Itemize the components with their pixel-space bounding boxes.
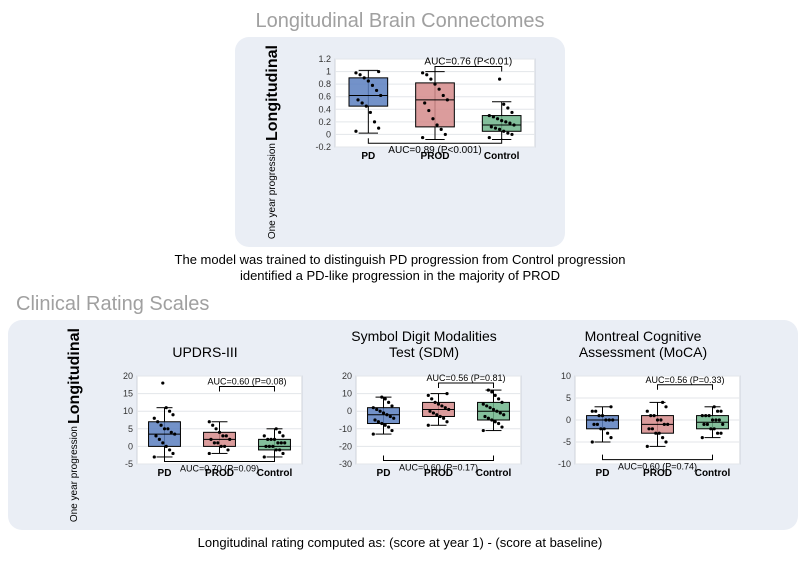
bottom-chart-0: -505101520PDPRODControlAUC=0.60 (P=0.08)… [103, 362, 308, 492]
svg-text:PD: PD [595, 468, 609, 479]
bottom-chart-1: -30-20-1001020PDPRODControlAUC=0.56 (P=0… [322, 362, 527, 492]
svg-text:0.8: 0.8 [318, 79, 331, 89]
svg-text:AUC=0.60 (P=0.74): AUC=0.60 (P=0.74) [617, 461, 696, 471]
svg-text:AUC=0.89 (P<0.001): AUC=0.89 (P<0.001) [388, 145, 481, 156]
bottom-section-title: Clinical Rating Scales [8, 293, 792, 316]
svg-text:-20: -20 [338, 441, 351, 451]
bottom-caption: Longitudinal rating computed as: (score … [8, 535, 792, 551]
boxplot-svg: -30-20-1001020PDPRODControlAUC=0.56 (P=0… [322, 362, 527, 492]
svg-text:20: 20 [341, 371, 351, 381]
boxplot-svg: -505101520PDPRODControlAUC=0.60 (P=0.08)… [103, 362, 308, 492]
top-sideways: Longitudinal One year progression [259, 45, 287, 239]
svg-text:PD: PD [157, 468, 171, 479]
svg-text:Control: Control [256, 468, 292, 479]
svg-text:-30: -30 [338, 459, 351, 469]
bottom-chart-2: -10-50510PDPRODControlAUC=0.56 (P=0.33)A… [541, 362, 746, 492]
bottom-sideways: Longitudinal One year progression [61, 328, 89, 522]
bottom-sideways-small: One year progression [70, 426, 80, 522]
bottom-chart-0-title: UPDRS-III [172, 328, 237, 360]
svg-text:5: 5 [127, 423, 132, 433]
svg-text:0.4: 0.4 [318, 104, 331, 114]
bottom-chart-1-title: Symbol Digit ModalitiesTest (SDM) [351, 328, 497, 360]
svg-text:AUC=0.56 (P=0.33): AUC=0.56 (P=0.33) [645, 375, 724, 385]
svg-text:0: 0 [565, 415, 570, 425]
svg-text:20: 20 [122, 371, 132, 381]
bottom-sideways-big: Longitudinal [67, 328, 83, 424]
svg-text:AUC=0.60 (P=0.17): AUC=0.60 (P=0.17) [398, 462, 477, 472]
bottom-chart-0-wrap: UPDRS-III -505101520PDPRODControlAUC=0.6… [103, 328, 308, 522]
boxplot-svg: -0.200.20.40.60.811.2PDPRODControlAUC=0.… [301, 45, 541, 175]
bottom-panel: Longitudinal One year progression UPDRS-… [8, 320, 798, 530]
svg-text:10: 10 [341, 388, 351, 398]
svg-text:-10: -10 [557, 459, 570, 469]
svg-text:-5: -5 [124, 459, 132, 469]
svg-text:PD: PD [361, 151, 375, 162]
svg-text:-5: -5 [562, 437, 570, 447]
top-panel: Longitudinal One year progression -0.2 0 0… [235, 37, 565, 247]
svg-text:PD: PD [376, 468, 390, 479]
boxplot-svg: -10-50510PDPRODControlAUC=0.56 (P=0.33)A… [541, 362, 746, 492]
bottom-chart-2-wrap: Montreal CognitiveAssessment (MoCA) -10 -… [541, 328, 746, 522]
svg-text:-0.2: -0.2 [315, 142, 331, 152]
bottom-chart-2-title: Montreal CognitiveAssessment (MoCA) [579, 328, 707, 360]
top-caption-line1: The model was trained to distinguish PD … [175, 252, 626, 267]
svg-text:15: 15 [122, 388, 132, 398]
top-caption-line2: identified a PD-like progression in the … [240, 268, 560, 283]
svg-text:AUC=0.70 (P=0.09): AUC=0.70 (P=0.09) [179, 463, 258, 473]
top-chart: -0.200.20.40.60.811.2PDPRODControlAUC=0.… [301, 45, 541, 175]
svg-text:0: 0 [127, 441, 132, 451]
svg-text:0: 0 [326, 129, 331, 139]
top-section-title: Longitudinal Brain Connectomes [8, 10, 792, 33]
top-sideways-small: One year progression [268, 143, 278, 239]
svg-text:AUC=0.76 (P<0.01): AUC=0.76 (P<0.01) [424, 57, 512, 68]
svg-text:AUC=0.60 (P=0.08): AUC=0.60 (P=0.08) [207, 376, 286, 386]
svg-text:1: 1 [326, 67, 331, 77]
svg-text:5: 5 [565, 393, 570, 403]
svg-text:AUC=0.56 (P=0.81): AUC=0.56 (P=0.81) [426, 373, 505, 383]
bottom-chart-1-wrap: Symbol Digit ModalitiesTest (SDM) -30 -20… [322, 328, 527, 522]
svg-text:Control: Control [694, 468, 730, 479]
top-chart-wrap: -0.200.20.40.60.811.2PDPRODControlAUC=0.… [301, 45, 541, 239]
top-sideways-big: Longitudinal [265, 45, 281, 141]
svg-text:10: 10 [560, 371, 570, 381]
svg-text:0.2: 0.2 [318, 117, 331, 127]
svg-text:0.6: 0.6 [318, 92, 331, 102]
svg-text:1.2: 1.2 [318, 54, 331, 64]
svg-text:0: 0 [346, 406, 351, 416]
svg-text:Control: Control [475, 468, 511, 479]
svg-text:10: 10 [122, 406, 132, 416]
svg-text:-10: -10 [338, 424, 351, 434]
svg-text:Control: Control [484, 151, 520, 162]
top-caption: The model was trained to distinguish PD … [8, 252, 792, 285]
